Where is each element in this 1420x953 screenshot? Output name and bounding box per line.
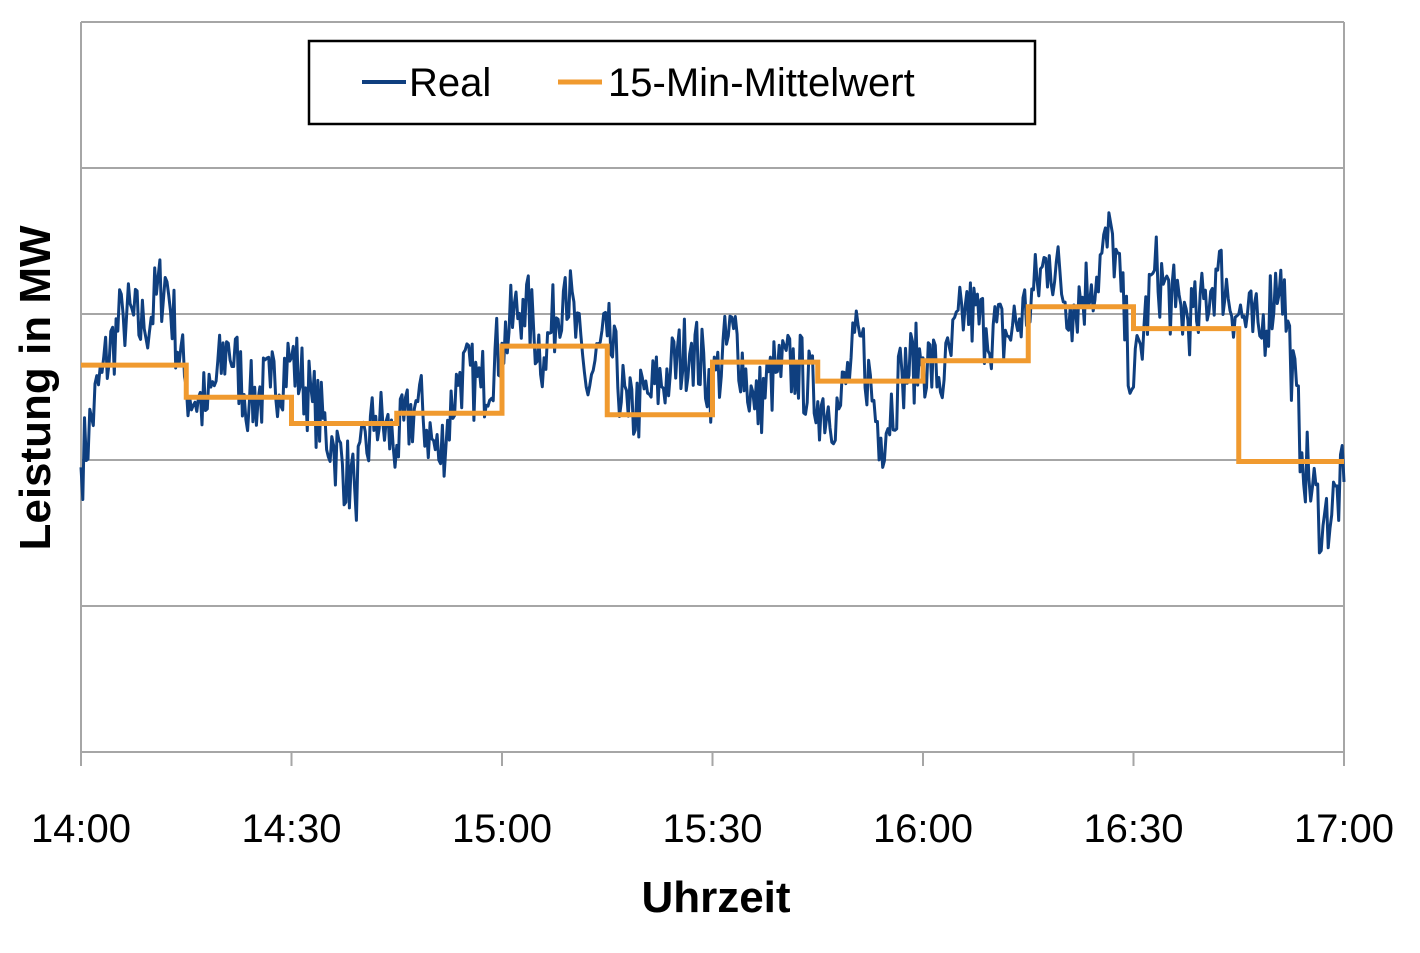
legend-label-15-min-mittelwert: 15-Min-Mittelwert [608, 61, 915, 105]
x-tick-label: 15:00 [452, 807, 552, 851]
grid-lines [81, 167, 1344, 607]
x-tick-label: 16:30 [1083, 807, 1183, 851]
series-layer [79, 211, 1346, 555]
x-tick-label: 14:30 [241, 807, 341, 851]
x-tick-label: 14:00 [31, 807, 131, 851]
legend-box [307, 39, 1037, 126]
x-tick-label: 17:00 [1294, 807, 1394, 851]
series-line-15-min-mittelwert [81, 304, 1344, 464]
axes [80, 21, 1345, 766]
legend-label-real: Real [409, 61, 491, 105]
y-axis-title: Leistung in MW [11, 225, 60, 551]
x-tick-labels: 14:00 14:30 15:00 15:30 16:00 16:30 17:00 [31, 807, 1394, 851]
x-tick-label: 15:30 [662, 807, 762, 851]
x-axis-title: Uhrzeit [641, 873, 790, 922]
x-tick-label: 16:00 [873, 807, 973, 851]
legend: Real 15-Min-Mittelwert [307, 39, 1037, 126]
